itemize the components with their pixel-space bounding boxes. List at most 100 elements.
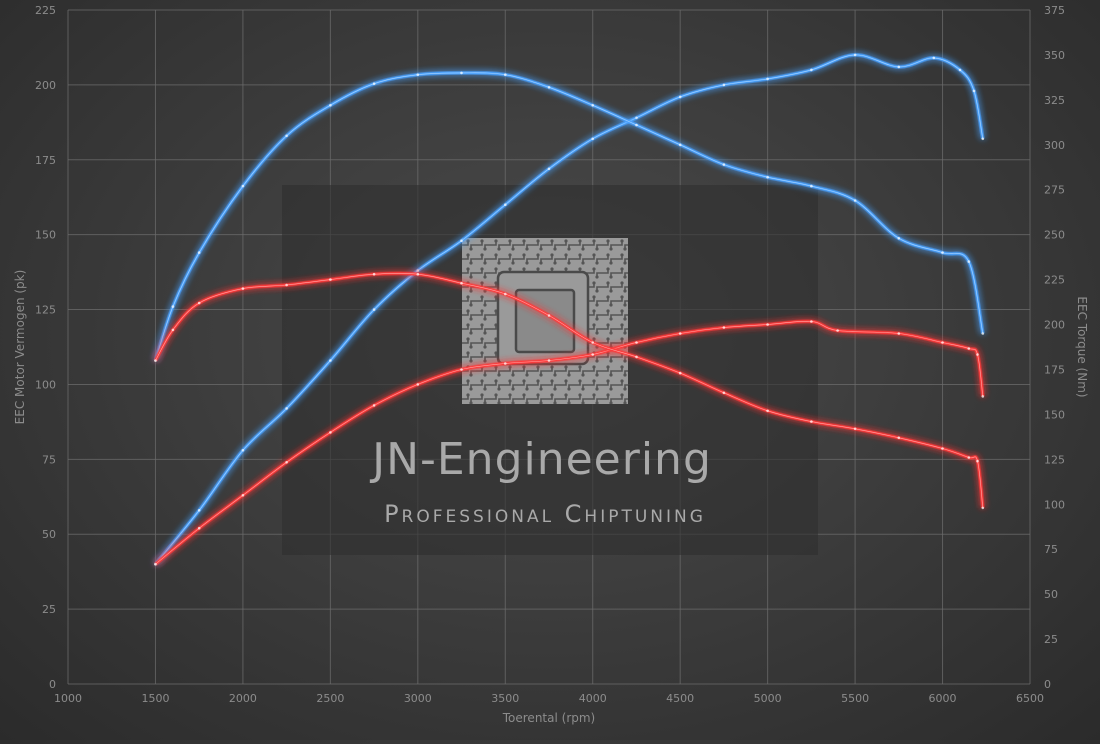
stock-torque-point [416,272,420,276]
stock-torque-point [285,283,288,287]
stock-power-point [635,341,638,344]
tuned-power-point [329,359,332,362]
x-tick-label: 2500 [316,692,344,705]
y-left-tick-label: 100 [35,378,56,391]
y-left-tick-label: 75 [42,453,56,466]
y-right-tick-label: 0 [1044,678,1051,691]
y-right-tick-label: 200 [1044,319,1065,332]
tuned-torque-highlight [155,72,984,361]
stock-power-point [241,494,245,497]
tuned-power-point [766,77,769,81]
tuned-power-point [241,449,245,452]
x-tick-label: 1000 [54,692,82,705]
stock-torque-point [547,314,551,317]
stock-torque-point [981,506,985,510]
tuned-torque-point [547,86,551,89]
stock-torque-point [976,459,979,463]
x-tick-label: 4000 [579,692,607,705]
stock-power-point [154,562,157,566]
y-right-tick-label: 125 [1044,453,1065,466]
y-axis-right-title: EEC Torque (Nm) [1075,296,1089,397]
tuned-torque-point [810,184,813,188]
tuned-torque-point [897,237,901,240]
stock-power-point [967,347,971,350]
x-tick-label: 2000 [229,692,257,705]
x-tick-label: 6000 [929,692,957,705]
tuned-power-point [853,53,857,57]
tuned-torque-point [171,305,175,308]
stock-power-point [416,383,420,386]
tuned-power-point [285,407,288,410]
stock-torque-point [678,371,682,375]
tuned-power-point [547,167,551,171]
y-right-tick-label: 250 [1044,229,1065,242]
stock-torque-point [241,287,245,290]
stock-power-point [678,332,682,335]
y-left-tick-label: 25 [42,603,56,616]
stock-power-point [810,320,813,323]
tuned-torque-point [766,175,769,179]
tuned-power-point [197,509,201,512]
y-right-tick-label: 175 [1044,363,1065,376]
stock-torque-point [171,328,175,332]
y-left-tick-label: 0 [49,678,56,691]
x-tick-label: 5000 [754,692,782,705]
tuned-power-point [810,68,813,72]
stock-torque-series [153,271,985,510]
x-tick-label: 3000 [404,692,432,705]
y-left-tick-label: 150 [35,229,56,242]
y-right-tick-label: 300 [1044,139,1065,152]
series [153,52,985,566]
tuned-power-point [678,95,682,99]
y-right-tick-label: 100 [1044,498,1065,511]
stock-torque-point [722,391,726,395]
stock-torque-point [853,427,857,431]
stock-torque-point [941,447,944,450]
tuned-power-point [635,116,638,120]
tuned-torque-point [460,71,463,75]
tuned-torque-point [241,184,245,188]
stock-torque-point [372,272,376,276]
stock-torque-point [635,355,638,359]
tuned-power-point [416,269,420,272]
y-left-tick-label: 200 [35,79,56,92]
tuned-torque-point [981,332,985,335]
tuned-torque-point [285,134,288,138]
stock-power-point [460,368,463,371]
x-tick-label: 1500 [141,692,169,705]
tuned-power-point [372,308,376,311]
stock-power-point [976,353,979,356]
x-tick-label: 3500 [491,692,519,705]
tuned-torque-point [722,163,726,166]
tuned-power-point [958,68,962,72]
microchip-icon [462,238,628,404]
tuned-power-highlight [155,54,984,565]
y-right-tick-label: 50 [1044,588,1058,601]
stock-power-point [547,359,551,362]
x-tick-label: 6500 [1016,692,1044,705]
stock-power-point [372,404,376,407]
y-right-tick-label: 75 [1044,543,1058,556]
tuned-torque-point [853,199,857,202]
y-left-tick-label: 175 [35,154,56,167]
y-right-tick-label: 150 [1044,408,1065,421]
stock-power-point [981,395,985,398]
stock-power-point [504,362,507,365]
watermark: JN-Engineering Professional Chiptuning [282,185,818,555]
x-axis-title: Toerental (rpm) [502,711,595,725]
stock-power-point [197,526,201,530]
stock-torque-point [329,278,332,281]
watermark-subtitle: Professional Chiptuning [384,500,706,528]
stock-torque-point [504,292,507,296]
tuned-power-point [591,137,594,141]
tuned-torque-point [197,251,201,254]
stock-torque-point [154,359,157,362]
y-right-tick-label: 325 [1044,94,1065,107]
stock-torque-point [197,301,201,305]
tuned-power-point [722,83,726,87]
tuned-power-point [504,203,507,206]
stock-power-point [897,332,901,335]
stock-torque-point [967,456,971,459]
tuned-torque-point [372,82,376,85]
tuned-torque-point [416,73,420,76]
